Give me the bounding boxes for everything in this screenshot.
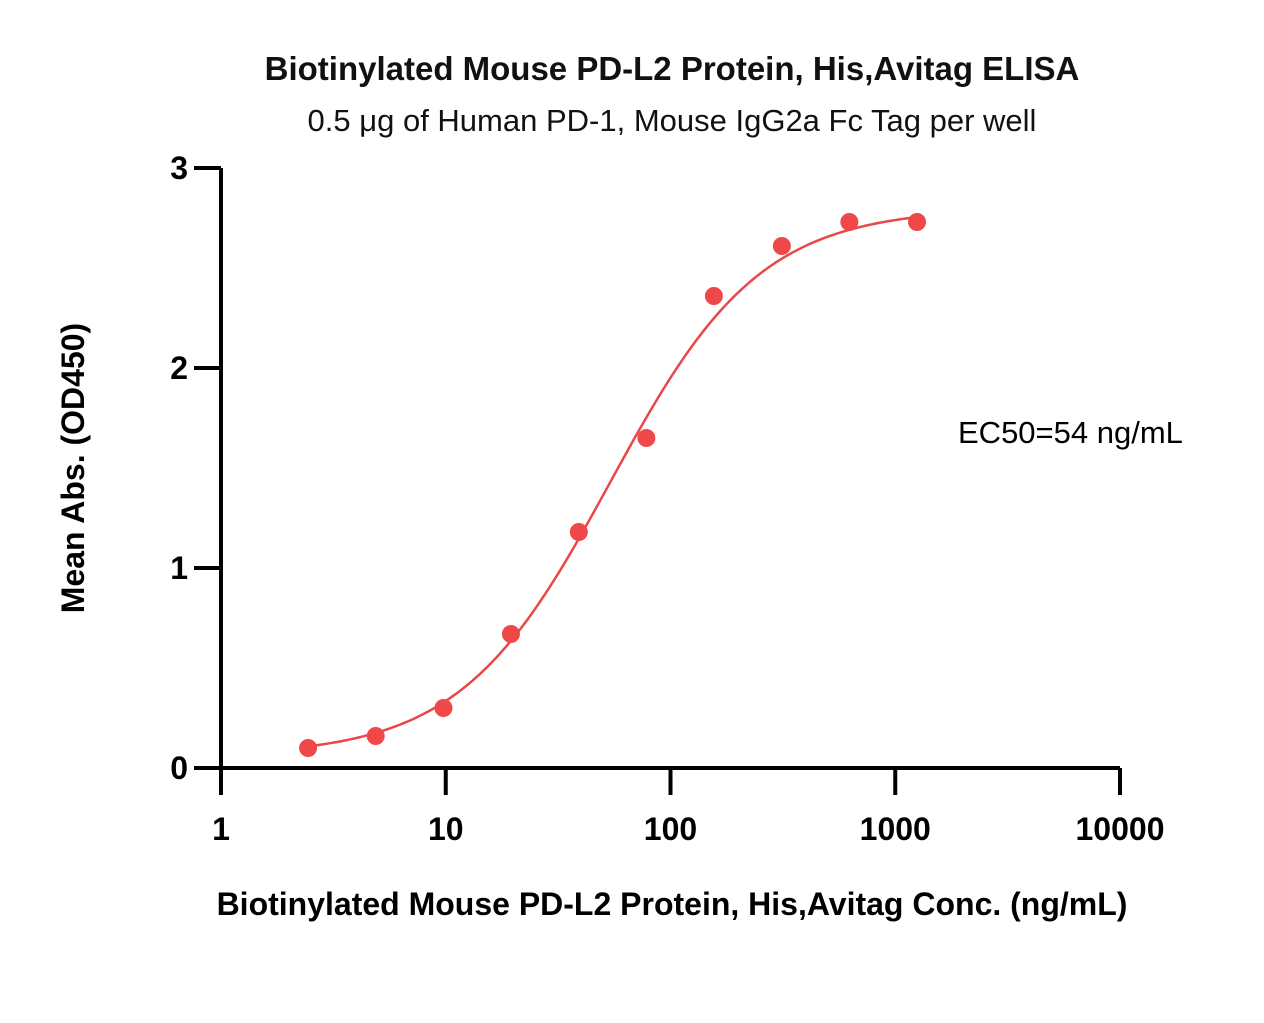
chart-subtitle: 0.5 μg of Human PD-1, Mouse IgG2a Fc Tag… (308, 103, 1037, 138)
data-point (501, 625, 520, 643)
y-tick-label: 0 (170, 750, 188, 786)
y-tick-label: 2 (170, 350, 188, 386)
data-point (840, 213, 859, 231)
x-axis-label: Biotinylated Mouse PD-L2 Protein, His,Av… (217, 886, 1128, 922)
data-point (908, 213, 927, 231)
data-point (704, 287, 723, 305)
chart-title: Biotinylated Mouse PD-L2 Protein, His,Av… (265, 50, 1080, 87)
x-tick-label: 1000 (860, 811, 931, 847)
data-point (434, 699, 453, 717)
data-point (299, 739, 318, 757)
x-tick-label: 1 (212, 811, 230, 847)
y-tick-label: 1 (170, 550, 188, 586)
data-point (366, 727, 385, 745)
fit-curve (307, 215, 918, 748)
x-tick-label: 10000 (1076, 811, 1165, 847)
y-tick-label: 3 (170, 150, 188, 186)
data-point (637, 429, 656, 447)
axes (219, 168, 1120, 770)
data-points-layer (299, 213, 927, 757)
data-point (772, 237, 791, 255)
fit-curve-layer (307, 215, 918, 748)
x-tick-label: 10 (428, 811, 464, 847)
x-tick-label: 100 (644, 811, 697, 847)
y-axis-label: Mean Abs. (OD450) (55, 323, 91, 613)
data-point (569, 523, 588, 541)
ec50-annotation: EC50=54 ng/mL (958, 415, 1183, 450)
